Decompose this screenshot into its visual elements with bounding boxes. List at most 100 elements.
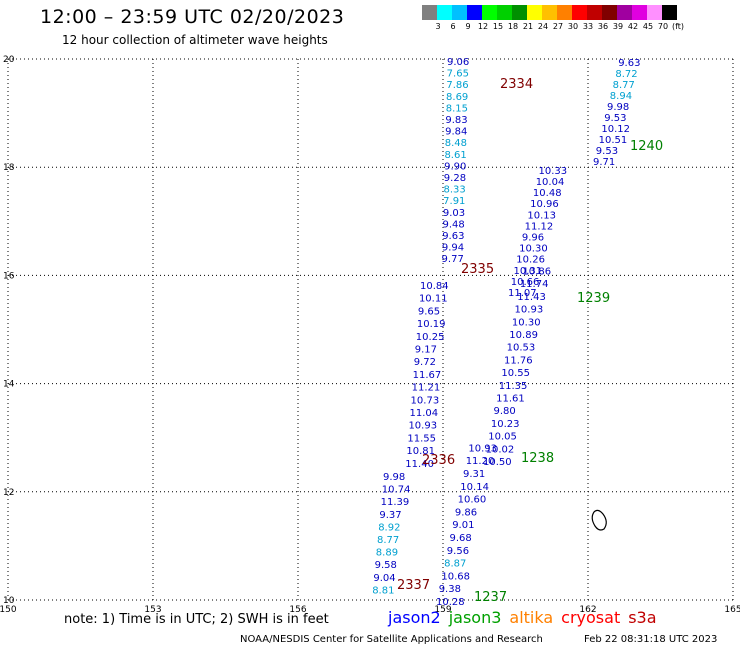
swh-value: 11.67: [413, 370, 442, 381]
swh-value: 9.63: [442, 231, 464, 242]
satellite-legend-item: jason3: [448, 608, 502, 627]
swh-value: 11.04: [410, 408, 439, 419]
swh-value: 10.04: [536, 177, 565, 188]
scale-swatch: [632, 5, 647, 20]
scale-swatch: [617, 5, 632, 20]
swh-value: 10.51: [599, 135, 628, 146]
scale-label: 27: [552, 22, 564, 31]
satellite-legend-item: altika: [509, 608, 554, 627]
pass-label: 1239: [577, 291, 610, 306]
pass-label: 1238: [521, 451, 554, 466]
scale-label: 45: [642, 22, 654, 31]
scale-label: 30: [567, 22, 579, 31]
lon-tick-label: 159: [434, 605, 451, 615]
lat-tick-label: 10: [3, 596, 15, 606]
scale-label: 42: [627, 22, 639, 31]
swh-value: 9.84: [445, 127, 467, 138]
swh-value: 10.93: [468, 443, 497, 454]
swh-value: 10.81: [406, 446, 435, 457]
swh-value: 10.48: [533, 188, 562, 199]
swh-value: 11.40: [405, 459, 434, 470]
page-subtitle: 12 hour collection of altimeter wave hei…: [62, 33, 328, 47]
swh-value: 11.20: [466, 456, 495, 467]
scale-label: 33: [582, 22, 594, 31]
swh-value: 10.02: [486, 444, 515, 455]
swh-value: 9.01: [452, 520, 474, 531]
swh-value: 10.23: [491, 419, 520, 430]
swh-value: 10.33: [538, 166, 567, 177]
swh-value: 9.17: [415, 345, 437, 356]
swh-value: 10.53: [507, 343, 536, 354]
scale-label: 3: [435, 22, 441, 31]
swh-value: 9.37: [379, 510, 401, 521]
timestamp-text: Feb 22 08:31:18 UTC 2023: [584, 634, 718, 645]
swh-value: 10.93: [408, 421, 437, 432]
swh-value: 10.30: [512, 317, 541, 328]
swh-value: 11.12: [525, 221, 554, 232]
swh-value: 8.48: [445, 138, 467, 149]
swh-value: 9.06: [447, 57, 469, 68]
swh-value: 9.94: [442, 243, 464, 254]
pass-label: 2335: [461, 262, 494, 277]
scale-label: 36: [597, 22, 609, 31]
lon-tick-label: 162: [579, 605, 596, 615]
scale-label: 18: [507, 22, 519, 31]
satellite-legend-item: jason2: [388, 608, 441, 627]
scale-swatch: [602, 5, 617, 20]
swh-value: 8.61: [444, 150, 466, 161]
swh-value: 8.72: [615, 69, 637, 80]
island-outline: [591, 509, 607, 531]
lat-tick-label: 20: [3, 55, 15, 65]
pass-label: 1240: [630, 139, 663, 154]
swh-value: 10.50: [483, 457, 512, 468]
lon-tick-label: 153: [144, 605, 161, 615]
lon-tick-label: 150: [0, 605, 17, 615]
credit-text: NOAA/NESDIS Center for Satellite Applica…: [240, 634, 543, 645]
swh-value: 10.05: [488, 432, 517, 443]
scale-swatch: [467, 5, 482, 20]
pass-label: 1237: [474, 590, 507, 605]
swh-value: 10.66: [511, 277, 540, 288]
satellite-legend: jason2 jason3 altika cryosat s3a: [388, 608, 665, 627]
swh-value: 7.65: [447, 69, 469, 80]
swh-value: 10.74: [382, 485, 411, 496]
swh-value: 10.68: [441, 571, 470, 582]
satellite-legend-item: cryosat: [561, 608, 621, 627]
page-title: 12:00 – 23:59 UTC 02/20/2023: [40, 6, 345, 28]
swh-value: 10.26: [516, 255, 545, 266]
swh-value: 9.80: [494, 406, 516, 417]
swh-value: 11.74: [520, 279, 549, 290]
swh-value: 8.77: [377, 535, 399, 546]
track-2337: 2337: [397, 578, 430, 593]
scale-swatch: [572, 5, 587, 20]
swh-value: 10.19: [417, 319, 446, 330]
swh-value: 9.03: [443, 208, 465, 219]
swh-value: 9.31: [463, 469, 485, 480]
swh-value: 10.60: [458, 495, 487, 506]
swh-value: 8.69: [446, 92, 468, 103]
swh-value: 8.81: [372, 585, 394, 596]
swh-value: 8.94: [610, 91, 632, 102]
lat-tick-label: 14: [3, 380, 15, 390]
swh-value: 9.56: [447, 546, 469, 557]
swh-value: 10.12: [601, 124, 630, 135]
swh-value: 9.96: [522, 233, 544, 244]
swh-value: 9.38: [439, 584, 461, 595]
swh-value: 10.25: [416, 332, 445, 343]
scale-swatch: [452, 5, 467, 20]
swh-value: 9.72: [414, 357, 436, 368]
track-1240: 9.719.5310.5110.129.539.988.948.778.729.…: [593, 58, 663, 168]
scale-label: 9: [465, 22, 471, 31]
swh-value: 9.48: [443, 219, 465, 230]
swh-value: 7.91: [443, 196, 465, 207]
lon-tick-label: 156: [289, 605, 306, 615]
swh-value: 11.43: [517, 292, 546, 303]
swh-value: 9.98: [383, 472, 405, 483]
scale-swatch: [557, 5, 572, 20]
swh-value: 7.86: [446, 80, 468, 91]
swh-value: 11.76: [504, 355, 533, 366]
swh-value: 9.77: [442, 254, 464, 265]
